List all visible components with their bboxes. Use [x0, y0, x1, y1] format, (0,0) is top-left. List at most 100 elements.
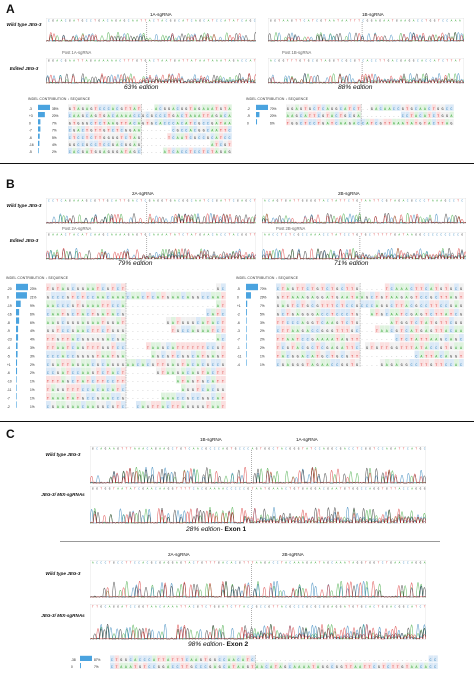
indel-value: -7	[237, 338, 240, 342]
svg-text:G: G	[440, 288, 442, 292]
indel-value: -7	[7, 396, 10, 400]
svg-text:C: C	[358, 122, 360, 126]
svg-text:-: -	[340, 659, 342, 663]
svg-text:-: -	[147, 389, 149, 393]
svg-text:-: -	[366, 339, 368, 343]
row-label-wild-type-b: Wild type JEG-3	[6, 203, 42, 208]
svg-text:C: C	[344, 234, 346, 237]
svg-text:A: A	[211, 108, 214, 112]
svg-text:T: T	[162, 364, 164, 368]
svg-text:A: A	[297, 347, 300, 351]
svg-text:A: A	[121, 488, 123, 491]
svg-text:-: -	[142, 137, 144, 141]
svg-text:G: G	[103, 234, 105, 237]
svg-text:-: -	[350, 659, 352, 663]
svg-text:A: A	[323, 562, 325, 565]
svg-text:G: G	[352, 488, 354, 491]
svg-text:G: G	[69, 144, 71, 148]
svg-text:T: T	[304, 122, 306, 126]
svg-text:C: C	[378, 448, 380, 451]
svg-text:T: T	[229, 234, 231, 237]
svg-text:-: -	[371, 288, 373, 292]
svg-text:A: A	[212, 381, 215, 385]
svg-text:T: T	[381, 347, 383, 351]
svg-text:-: -	[197, 288, 199, 292]
svg-text:A: A	[220, 115, 223, 119]
svg-text:G: G	[194, 137, 196, 141]
indel-value: +1	[237, 304, 241, 308]
svg-text:A: A	[166, 234, 168, 237]
svg-text:A: A	[331, 322, 334, 326]
svg-text:-: -	[132, 313, 134, 317]
svg-text:C: C	[217, 364, 219, 368]
svg-text:T: T	[86, 234, 88, 237]
tblB-right-rows: -5 70% C T A G T T C T G T C T G C T T G - - - - - T C A A A C T T C A T G T…	[237, 283, 464, 368]
svg-text:G: G	[445, 200, 447, 203]
svg-text:T: T	[307, 364, 309, 368]
svg-text:A: A	[391, 313, 394, 317]
svg-text:T: T	[420, 364, 422, 368]
svg-text:T: T	[162, 297, 164, 301]
svg-text:G: G	[346, 364, 348, 368]
svg-text:A: A	[197, 355, 200, 359]
contribution-bar	[256, 104, 268, 110]
indel-value: -11	[7, 388, 12, 392]
svg-text:-: -	[376, 339, 378, 343]
contribution-value: 2%	[260, 346, 265, 350]
svg-text:-: -	[142, 381, 144, 385]
svg-text:C: C	[197, 397, 199, 401]
svg-text:G: G	[309, 108, 311, 112]
svg-text:A: A	[56, 60, 58, 63]
svg-text:-: -	[157, 397, 159, 401]
svg-text:G: G	[361, 606, 363, 609]
svg-text:T: T	[425, 20, 427, 23]
svg-text:T: T	[278, 20, 280, 23]
svg-text:A: A	[243, 606, 245, 609]
svg-text:-: -	[303, 659, 305, 663]
svg-text:A: A	[224, 151, 227, 155]
svg-text:-: -	[256, 659, 258, 663]
svg-text:T: T	[95, 130, 97, 134]
svg-text:G: G	[378, 488, 380, 491]
svg-text:C: C	[212, 364, 214, 368]
svg-text:G: G	[376, 347, 378, 351]
svg-text:G: G	[174, 20, 176, 23]
svg-text:C: C	[177, 397, 179, 401]
svg-text:C: C	[155, 562, 157, 565]
svg-text:C: C	[61, 60, 63, 63]
svg-text:A: A	[323, 200, 325, 203]
svg-text:T: T	[87, 381, 89, 385]
svg-text:A: A	[177, 297, 180, 301]
svg-text:G: G	[401, 297, 403, 301]
svg-text:T: T	[321, 305, 323, 309]
svg-text:C: C	[48, 20, 50, 23]
svg-text:G: G	[291, 122, 293, 126]
svg-text:A: A	[197, 364, 200, 368]
svg-text:A: A	[344, 448, 346, 451]
svg-text:G: G	[67, 406, 69, 410]
svg-text:G: G	[72, 330, 74, 334]
svg-text:T: T	[415, 330, 417, 334]
svg-text:A: A	[202, 322, 205, 326]
svg-text:A: A	[92, 406, 95, 410]
svg-text:T: T	[67, 339, 69, 343]
svg-text:T: T	[403, 448, 405, 451]
svg-text:A: A	[326, 339, 329, 343]
indel-value: -1	[237, 346, 240, 350]
svg-text:-: -	[197, 305, 199, 309]
svg-text:-: -	[157, 381, 159, 385]
svg-text:-: -	[207, 144, 209, 148]
indel-value: -5	[237, 287, 240, 291]
indel-value: -2	[7, 405, 10, 409]
svg-text:A: A	[112, 313, 115, 317]
svg-text:A: A	[415, 339, 418, 343]
tblC-rows: -38 87% C T G G C A C C C A T T A T T T C A A G T G G C C A A C A T C - - -…	[71, 655, 438, 670]
svg-text:A: A	[115, 200, 117, 203]
svg-text:C: C	[105, 606, 107, 609]
svg-text:-: -	[378, 659, 380, 663]
svg-text:-: -	[298, 659, 300, 663]
svg-text:G: G	[371, 20, 373, 23]
svg-text:A: A	[72, 339, 75, 343]
svg-text:G: G	[399, 606, 401, 609]
svg-text:A: A	[336, 562, 338, 565]
